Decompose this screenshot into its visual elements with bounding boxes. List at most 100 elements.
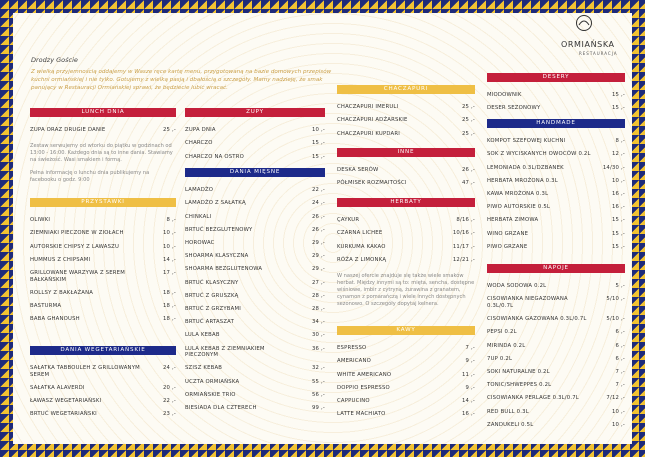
item-price: 18 ,- [162, 289, 176, 296]
item-name: BIESIADA DLA CZTERECH [185, 404, 257, 411]
menu-item: LAMADŻO 22 ,- [185, 184, 325, 197]
menu-item: UCZTA ORMIAŃSKA 55 ,- [185, 375, 325, 388]
menu-item: GRILLOWANE WARZYWA Z SEREM BAŁKAŃSKIM 17 … [30, 267, 176, 287]
item-name: CHINKALI [185, 213, 212, 220]
section-header: CHACZAPURI [337, 85, 475, 94]
menu-item: PEPSI 0.2L 6 ,- [487, 326, 625, 339]
section-note: Pełna informację o lunchu dnia publikuje… [30, 170, 150, 184]
item-name: ZANDUKELI 0.5L [487, 421, 534, 428]
section-header: PRZYSTAWKI [30, 198, 176, 207]
section-header: DANIA WEGETARIAŃSKIE [30, 346, 176, 355]
menu-item: SAŁATKA ALAVERDI 20 ,- [30, 382, 176, 395]
menu-item: MIODOWNIK 15 ,- [487, 89, 625, 102]
menu-item: ŁAWASZ WEGETARIAŃSKI 22 ,- [30, 395, 176, 408]
item-name: SZISZ KEBAB [185, 365, 223, 372]
item-price: 7 ,- [465, 345, 475, 352]
item-price: 9 ,- [465, 358, 475, 365]
menu-item: BRTUĆ Z GRUSZKĄ 28 ,- [185, 290, 325, 303]
item-price: 6 ,- [615, 342, 625, 349]
item-name: WHITE AMERICANO [337, 371, 392, 378]
item-name: ŁAWASZ WEGETARIAŃSKI [30, 398, 102, 405]
menu-item: OLIWKI 8 ,- [30, 214, 176, 227]
item-name: MIODOWNIK [487, 92, 522, 99]
section-header: INNE [337, 148, 475, 157]
menu-item: HERBATA ZIMOWA 15 ,- [487, 214, 625, 227]
menu-item: LULA KEBAB 30 ,- [185, 329, 325, 342]
item-price: 15 ,- [611, 92, 625, 99]
item-price: 14 ,- [461, 398, 475, 405]
item-price: 17 ,- [162, 270, 176, 277]
section-header: LUNCH DNIA [30, 108, 176, 117]
item-price: 23 ,- [162, 411, 176, 418]
menu-section: KAWY ESPRESSO 7 ,- AMERICANO 9 ,- WHITE AMERI… [337, 326, 475, 421]
menu-item: CAPPUCINO 14 ,- [337, 395, 475, 408]
menu-item: CHARCZO NA OSTRO 15 ,- [185, 150, 325, 163]
item-name: CHACZAPURI IMERULI [337, 104, 399, 111]
item-name: WODA SODOWA 0.2L [487, 283, 547, 290]
item-name: AMERICANO [337, 358, 372, 365]
menu-item: CISOWIANKA GAZOWANA 0.3L/0.7L 5/10 ,- [487, 313, 625, 326]
item-name: ORMIAŃSKIE TRIO [185, 391, 236, 398]
item-name: BRTUĆ WEGETARIAŃSKI [30, 411, 97, 418]
item-price: 29 ,- [311, 253, 325, 260]
item-price: 24 ,- [162, 365, 176, 372]
item-price: 30 ,- [311, 332, 325, 339]
section-note: W naszej ofercie znajduje się także wiel… [337, 272, 475, 307]
item-name: OLIWKI [30, 217, 51, 224]
item-name: LEMONIADA 0.3L/DZBANEK [487, 164, 564, 171]
menu-item: SHOARMA BEZGLUTENOWA 29 ,- [185, 263, 325, 276]
greeting: Drodzy Goście [31, 56, 78, 64]
item-price: 22 ,- [162, 398, 176, 405]
menu-item: BASTURMA 18 ,- [30, 300, 176, 313]
item-name: PEPSI 0.2L [487, 329, 517, 336]
menu-item: ZUPA DNIA 10 ,- [185, 124, 325, 137]
item-name: PIWO AUTORSKIE 0.5L [487, 204, 551, 211]
item-name: UCZTA ORMIAŃSKA [185, 378, 240, 385]
item-name: LAMADŻO Z SAŁATKĄ [185, 200, 246, 207]
menu-item: CHARCZO 15 ,- [185, 137, 325, 150]
intro: Z wielką przyjemnością oddajemy w Wasze … [31, 69, 332, 91]
item-price: 29 ,- [311, 240, 325, 247]
item-price: 25 ,- [162, 127, 176, 134]
item-name: BRTUĆ Z GRUSZKĄ [185, 292, 239, 299]
item-price: 5/10 ,- [606, 316, 625, 323]
menu-item: DESKA SERÓW 26 ,- [337, 164, 475, 177]
menu-item: PÓŁMISEK ROZMAITOŚCI 47 ,- [337, 177, 475, 190]
item-name: ROLLSY Z BAKŁAŻANA [30, 289, 94, 296]
item-price: 7 ,- [615, 382, 625, 389]
item-price: 18 ,- [162, 316, 176, 323]
item-price: 15 ,- [311, 153, 325, 160]
item-name: BRTUĆ BEZGLUTENOWY [185, 226, 253, 233]
menu-item: RED BULL 0.3L 10 ,- [487, 405, 625, 418]
menu-item: TONIC/SHWEPPES 0.2L 7 ,- [487, 379, 625, 392]
item-price: 26 ,- [461, 167, 475, 174]
item-price: 25 ,- [461, 104, 475, 111]
item-price: 26 ,- [311, 213, 325, 220]
menu-item: BRTUĆ ARTASZAT 34 ,- [185, 316, 325, 329]
item-price: 16 ,- [461, 411, 475, 418]
item-price: 10 ,- [311, 127, 325, 134]
item-price: 10 ,- [611, 421, 625, 428]
item-name: CZARNA LICHEE [337, 230, 383, 237]
menu-item: BABA GHANOUSH 18 ,- [30, 313, 176, 326]
item-name: PÓŁMISEK ROZMAITOŚCI [337, 180, 407, 187]
item-name: ZUPA DNIA [185, 127, 216, 134]
menu-section: PRZYSTAWKI OLIWKI 8 ,- ZIEMNIAKI PIECZONE W… [30, 198, 176, 326]
item-price: 15 ,- [311, 140, 325, 147]
item-name: CISOWIANKA PERLAGE 0.3L/0.7L [487, 395, 579, 402]
item-price: 47 ,- [461, 180, 475, 187]
logo-name: ORMIAŃSKA [561, 40, 615, 49]
menu-item: HUMMUS Z CHIPSAMI 14 ,- [30, 254, 176, 267]
item-name: ÇAYKUR [337, 217, 360, 224]
menu-item: BRTUĆ Z GRZYBAMI 28 ,- [185, 303, 325, 316]
section-header: KAWY [337, 326, 475, 335]
item-name: TONIC/SHWEPPES 0.2L [487, 382, 552, 389]
item-price: 28 ,- [311, 292, 325, 299]
item-name: DOPPIO ESPRESSO [337, 384, 390, 391]
menu-item: PIWO GRZANE 15 ,- [487, 241, 625, 254]
item-price: 6 ,- [615, 355, 625, 362]
menu-item: WODA SODOWA 0.2L 5 ,- [487, 280, 625, 293]
item-name: LULA KEBAB Z ZIEMNIAKIEM PIECZONYM [185, 345, 265, 359]
item-price: 5 ,- [615, 283, 625, 290]
